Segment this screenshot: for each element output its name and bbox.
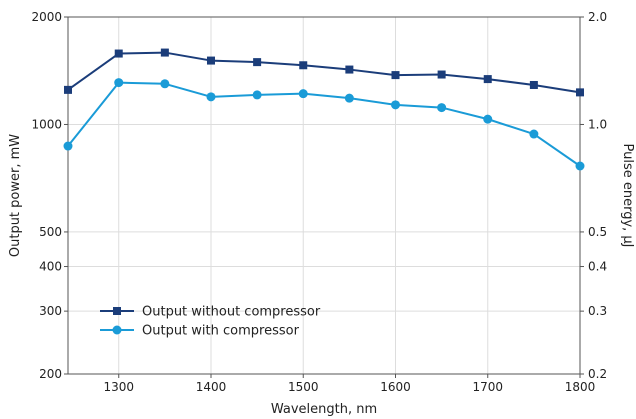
- data-point: [114, 49, 123, 58]
- y2-axis-title: Pulse energy, µJ: [620, 143, 635, 247]
- data-point: [64, 85, 72, 94]
- grid: [68, 16, 581, 375]
- data-point: [299, 61, 308, 70]
- y-axis-left: 200 300 400 500 1000 2000: [31, 10, 68, 381]
- y-axis-title: Output power, mW: [8, 134, 23, 257]
- x-tick-label: 1500: [288, 380, 319, 394]
- x-axis: 1300 1400 1500 1600 1700 1800: [103, 374, 595, 394]
- data-point: [575, 161, 585, 171]
- legend-marker: [112, 325, 122, 335]
- y-tick-label: 400: [39, 260, 62, 274]
- x-tick-label: 1400: [196, 380, 227, 394]
- data-point: [206, 56, 215, 65]
- data-point: [160, 48, 169, 57]
- data-point: [576, 88, 584, 97]
- data-point: [63, 141, 73, 151]
- series-2: [63, 78, 585, 171]
- data-point: [160, 79, 170, 89]
- data-point: [390, 100, 400, 110]
- y2-tick-label: 1.0: [588, 117, 607, 131]
- y-tick-label: 2000: [31, 10, 62, 24]
- data-point: [483, 114, 493, 124]
- x-tick-label: 1800: [565, 380, 596, 394]
- data-point: [529, 129, 539, 139]
- data-point: [252, 90, 262, 100]
- x-axis-title: Wavelength, nm: [271, 402, 377, 417]
- data-point: [437, 70, 446, 79]
- data-point: [437, 103, 447, 113]
- legend-label: Output without compressor: [142, 305, 321, 320]
- data-point: [344, 93, 354, 103]
- data-point: [529, 80, 538, 89]
- y-tick-label: 500: [39, 225, 62, 239]
- series-1: [64, 48, 584, 97]
- data-point: [114, 78, 124, 88]
- data-point: [483, 75, 492, 84]
- y-axis-right: 0.2 0.3 0.4 0.5 1.0 2.0: [580, 10, 607, 381]
- y2-tick-label: 0.3: [588, 304, 607, 318]
- data-point: [345, 65, 354, 74]
- y-tick-label: 200: [39, 367, 62, 381]
- y-tick-label: 300: [39, 304, 62, 318]
- legend-marker: [113, 307, 121, 315]
- data-point: [391, 71, 400, 80]
- legend-item: Output without compressor: [100, 305, 321, 320]
- x-tick-label: 1700: [472, 380, 503, 394]
- series-line: [67, 81, 581, 167]
- series-line: [67, 51, 581, 94]
- data-point: [298, 89, 308, 99]
- plot-background: [68, 17, 580, 374]
- data-point: [206, 92, 216, 102]
- series-layer: [63, 48, 585, 171]
- data-point: [253, 58, 262, 67]
- y-tick-label: 1000: [31, 117, 62, 131]
- x-tick-label: 1600: [380, 380, 411, 394]
- y2-tick-label: 0.4: [588, 260, 607, 274]
- y2-tick-label: 0.5: [588, 225, 607, 239]
- y2-tick-label: 2.0: [588, 10, 607, 24]
- y2-tick-label: 0.2: [588, 367, 607, 381]
- legend-label: Output with compressor: [142, 324, 300, 339]
- plot-frame: [67, 16, 581, 375]
- x-tick-label: 1300: [103, 380, 134, 394]
- legend-item: Output with compressor: [100, 324, 300, 339]
- legend: Output without compressor Output with com…: [100, 305, 321, 339]
